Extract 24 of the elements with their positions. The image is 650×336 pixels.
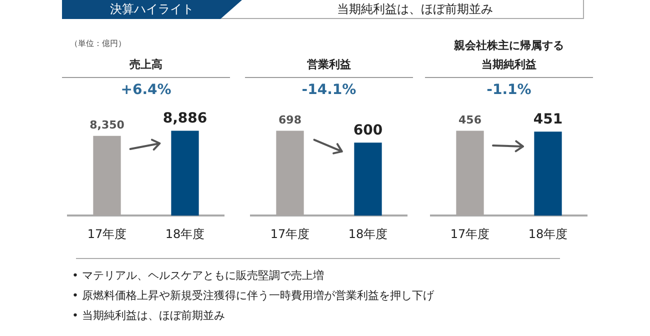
data-label: 456: [458, 113, 482, 126]
text: • マテリアル、ヘルスケアともに販売堅調で売上増: [72, 268, 325, 284]
data-label: 8,886: [162, 110, 208, 127]
x-tick-label: 17年度: [87, 226, 127, 241]
chart-subtitle: +6.4%: [120, 82, 172, 98]
x-tick-label: 18年度: [528, 226, 568, 241]
data-label: 600: [353, 122, 383, 139]
data-label: 8,350: [90, 118, 125, 132]
chart-subtitle: -1.1%: [486, 82, 532, 98]
x-tick-label: 17年度: [270, 226, 310, 241]
x-tick-label: 18年度: [348, 226, 388, 241]
data-label: 451: [533, 112, 563, 128]
data-label: 698: [278, 113, 302, 126]
text: （単位：億円）: [70, 38, 126, 49]
text: 当期純利益は、ほぼ前期並み: [336, 1, 494, 18]
chart-title: 売上高: [128, 57, 164, 73]
chart-subtitle: -14.1%: [300, 82, 358, 98]
text: • 原燃料価格上昇や新規受注獲得に伴う一時費用増が営業利益を押し下げ: [72, 288, 434, 304]
text: • 当期純利益は、ほぼ前期並み: [72, 308, 226, 324]
chart-title: 営業利益: [306, 57, 352, 73]
x-tick-label: 18年度: [165, 226, 205, 241]
x-tick-label: 17年度: [450, 226, 490, 241]
chart-title: 親会社株主に帰属する当期純利益: [453, 38, 565, 73]
text: 決算ハイライト: [62, 0, 242, 19]
